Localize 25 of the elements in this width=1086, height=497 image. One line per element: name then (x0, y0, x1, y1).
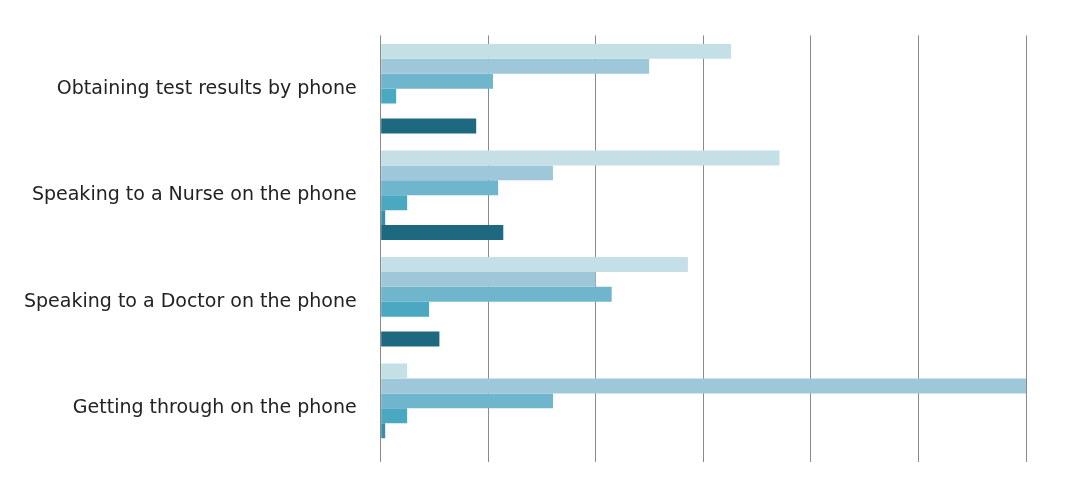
bar (381, 301, 430, 317)
bar (381, 210, 386, 226)
bar (381, 150, 780, 166)
bar (381, 408, 408, 424)
bar (381, 271, 596, 287)
bar (381, 363, 408, 379)
y-tick-label: Speaking to a Doctor on the phone (24, 288, 357, 311)
bar (381, 165, 553, 181)
bar (381, 423, 386, 439)
bar (381, 195, 408, 211)
y-tick-label: Getting through on the phone (72, 395, 357, 418)
y-tick-label: Speaking to a Nurse on the phone (31, 182, 357, 205)
bar (381, 43, 732, 59)
bar (381, 225, 504, 240)
y-tick-label: Obtaining test results by phone (56, 75, 357, 98)
bar (381, 58, 650, 74)
bar (381, 180, 499, 196)
bar (381, 378, 1026, 394)
bar (381, 393, 553, 409)
bar (381, 88, 397, 104)
bar (381, 118, 477, 134)
bar (381, 257, 688, 272)
bar (381, 331, 440, 347)
bar (381, 286, 612, 302)
bar (381, 73, 493, 89)
